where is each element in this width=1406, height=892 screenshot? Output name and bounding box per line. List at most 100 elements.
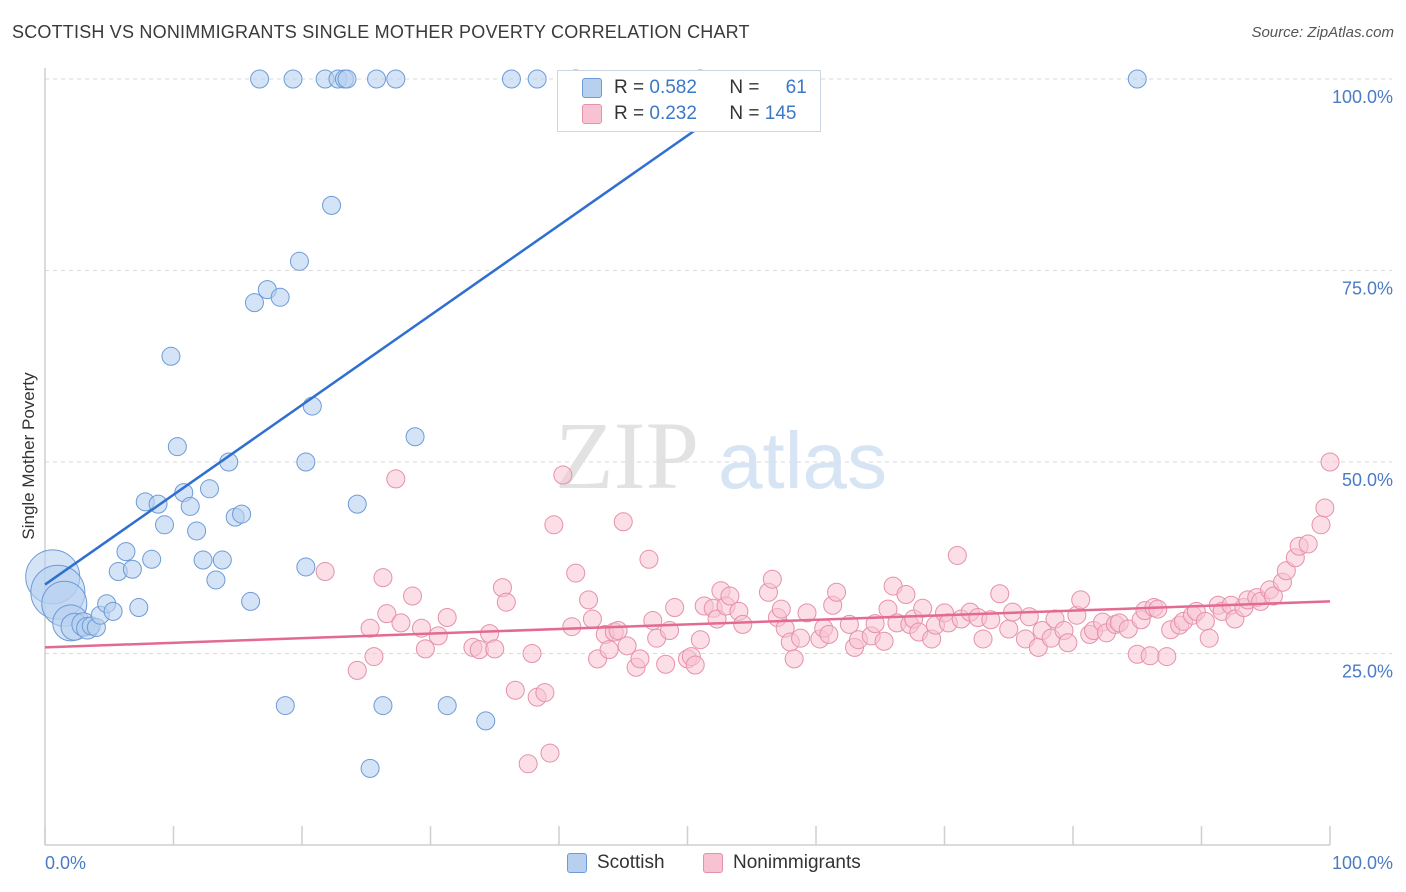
legend-row-scottish: R = 0.582 N = 61 (582, 75, 807, 101)
legend-r-value: 0.232 (649, 103, 697, 124)
scottish-point (206, 570, 226, 590)
nonimmigrants-point (685, 655, 705, 675)
nonimmigrants-point (582, 609, 602, 629)
legend-n-value: 145 (764, 103, 797, 124)
watermark: ZIP atlas (555, 402, 887, 509)
nonimmigrants-point (579, 590, 599, 610)
scottish-point (232, 504, 252, 524)
nonimmigrants-point (865, 614, 885, 634)
nonimmigrants-point (999, 619, 1019, 639)
correlation-legend: R = 0.582 N = 61 R = 0.232 N = 145 (557, 70, 821, 132)
scottish-point (155, 515, 175, 535)
nonimmigrants-point (990, 584, 1010, 604)
nonimmigrants-point (386, 469, 406, 489)
nonimmigrants-legend-swatch (703, 853, 723, 873)
nonimmigrants-point (913, 598, 933, 618)
nonimmigrants-point (391, 613, 411, 633)
scottish-point (199, 479, 219, 499)
nonimmigrants-point (771, 599, 791, 619)
nonimmigrants-point (762, 569, 782, 589)
nonimmigrants-point (819, 624, 839, 644)
nonimmigrants-point (639, 549, 659, 569)
scottish-point (283, 69, 303, 89)
x-tick-label: 0.0% (45, 853, 86, 873)
scottish-point (373, 696, 393, 716)
scottish-point (367, 69, 387, 89)
nonimmigrants-point (535, 683, 555, 703)
nonimmigrants-point (613, 512, 633, 532)
scottish-legend-label: Scottish (597, 852, 665, 873)
scottish-point (437, 696, 457, 716)
scottish-point (405, 427, 425, 447)
nonimmigrants-point (1311, 515, 1331, 535)
nonimmigrants-point (1071, 590, 1091, 610)
nonimmigrants-point (827, 582, 847, 602)
scottish-point (161, 346, 181, 366)
nonimmigrants-point (544, 515, 564, 535)
scottish-swatch (582, 78, 602, 98)
nonimmigrants-point (403, 586, 423, 606)
y-axis-label: Single Mother Poverty (19, 372, 38, 540)
legend-n-label: N = (729, 103, 760, 124)
legend-r-label: R = (614, 103, 645, 124)
scottish-point (142, 549, 162, 569)
nonimmigrants-point (1320, 452, 1340, 472)
nonimmigrants-point (1019, 607, 1039, 627)
scottish-point (187, 521, 207, 541)
nonimmigrants-point (733, 614, 753, 634)
scottish-point (244, 293, 264, 313)
scottish-points (25, 69, 1147, 778)
scottish-trend-line (44, 77, 770, 586)
legend-r-label: R = (614, 77, 645, 98)
scottish-point (476, 711, 496, 731)
nonimmigrants-point (1140, 646, 1160, 666)
scottish-point (289, 251, 309, 271)
nonimmigrants-point (973, 629, 993, 649)
nonimmigrants-point (522, 644, 542, 663)
nonimmigrants-point (437, 607, 457, 627)
nonimmigrants-trend-line (44, 600, 1331, 649)
axes (44, 68, 1330, 846)
scottish-point (122, 559, 142, 579)
nonimmigrants-point (1315, 498, 1335, 518)
scottish-point (527, 69, 547, 89)
nonimmigrants-point (947, 545, 967, 565)
bottom-legend-nonimmigrants: Nonimmigrants (703, 852, 861, 874)
nonimmigrants-point (505, 680, 525, 700)
nonimmigrants-point (518, 754, 538, 774)
nonimmigrants-point (1276, 561, 1296, 581)
scottish-point (116, 542, 136, 562)
nonimmigrants-legend-label: Nonimmigrants (733, 852, 861, 873)
nonimmigrants-point (1157, 647, 1177, 667)
scottish-point (250, 69, 270, 89)
nonimmigrants-point (562, 617, 582, 637)
legend-row-nonimmigrants: R = 0.232 N = 145 (582, 101, 807, 127)
tick-labels: 25.0% 50.0% 75.0% 100.0% 0.0% 100.0% (45, 87, 1393, 873)
watermark-atlas: atlas (718, 416, 887, 505)
scottish-point (302, 396, 322, 416)
scottish-point (386, 69, 406, 89)
nonimmigrants-point (415, 639, 435, 659)
nonimmigrants-point (496, 592, 516, 612)
nonimmigrants-point (1298, 534, 1318, 554)
watermark-zip: ZIP (555, 402, 699, 509)
bottom-legend-scottish: Scottish (567, 852, 665, 874)
scottish-point (1127, 69, 1147, 89)
nonimmigrants-point (874, 631, 894, 651)
nonimmigrants-point (797, 603, 817, 623)
nonimmigrants-point (540, 743, 560, 763)
scottish-point (296, 452, 316, 472)
scottish-legend-swatch (567, 853, 587, 873)
scottish-point (296, 557, 316, 577)
legend-n-value: 61 (785, 77, 807, 98)
nonimmigrants-point (553, 465, 573, 485)
scottish-point (167, 437, 187, 457)
legend-r-value: 0.582 (649, 77, 697, 98)
scottish-point (212, 550, 232, 570)
y-tick-label: 50.0% (1342, 470, 1393, 490)
scottish-point (501, 69, 521, 89)
nonimmigrants-point (373, 568, 393, 588)
scottish-point (360, 758, 380, 778)
nonimmigrants-point (1118, 619, 1138, 639)
